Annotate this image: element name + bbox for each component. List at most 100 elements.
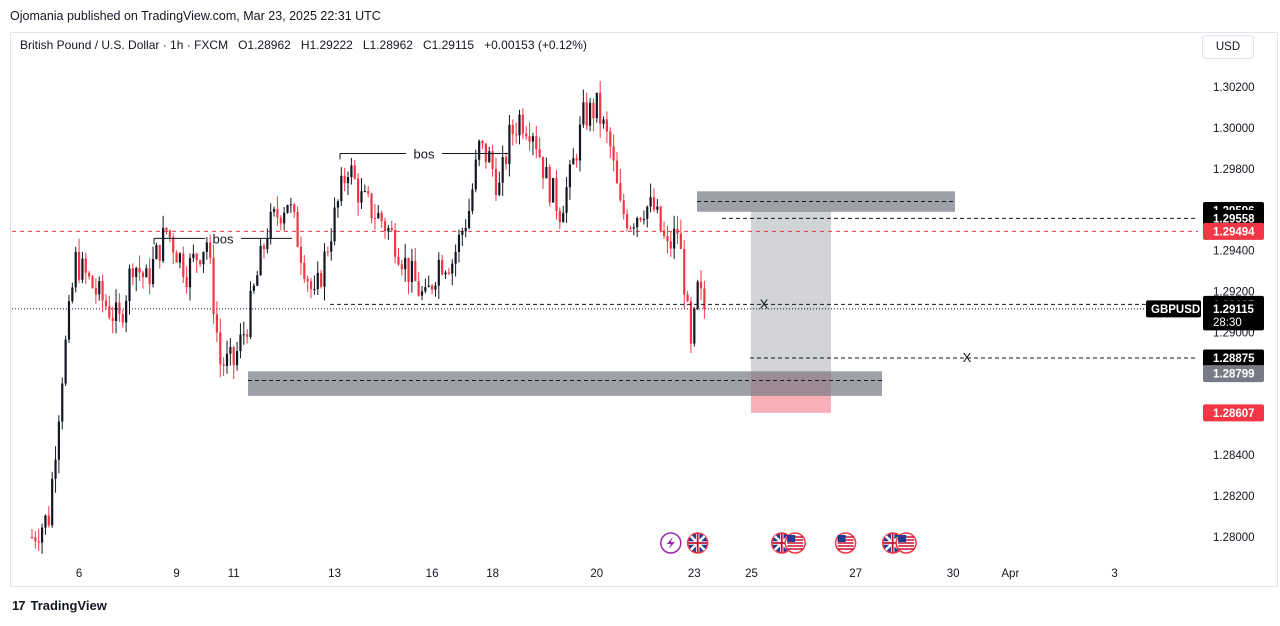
candle[interactable]: [689, 297, 693, 354]
candle[interactable]: [61, 377, 64, 430]
candle[interactable]: [296, 206, 299, 248]
candle[interactable]: [199, 259, 202, 267]
candle[interactable]: [165, 227, 168, 235]
candle[interactable]: [558, 207, 561, 229]
candle[interactable]: [488, 146, 491, 163]
candle[interactable]: [669, 231, 672, 257]
candle[interactable]: [141, 270, 145, 289]
candle[interactable]: [131, 263, 134, 286]
candle[interactable]: [262, 243, 266, 259]
candle[interactable]: [151, 246, 155, 288]
candle[interactable]: [182, 246, 185, 284]
candle[interactable]: [592, 98, 595, 132]
candle[interactable]: [636, 216, 639, 238]
candle[interactable]: [434, 281, 437, 297]
position-target-box[interactable]: [751, 210, 831, 374]
candle[interactable]: [383, 217, 387, 239]
candle[interactable]: [582, 89, 585, 128]
candle[interactable]: [491, 144, 494, 177]
candle[interactable]: [441, 254, 444, 276]
candle[interactable]: [649, 183, 652, 213]
candle[interactable]: [454, 244, 457, 277]
candle[interactable]: [222, 357, 225, 376]
candle[interactable]: [313, 275, 316, 295]
candle[interactable]: [252, 283, 255, 294]
currency-button[interactable]: USD: [1202, 35, 1254, 59]
candle[interactable]: [373, 204, 377, 230]
candle[interactable]: [299, 236, 303, 276]
candle[interactable]: [91, 275, 94, 289]
candle[interactable]: [467, 198, 471, 230]
price-tag[interactable]: 1.28875: [1203, 349, 1264, 367]
candle[interactable]: [346, 171, 350, 196]
flag-gb-icon[interactable]: [686, 532, 709, 554]
candle[interactable]: [703, 280, 706, 319]
candle[interactable]: [380, 210, 383, 229]
candle[interactable]: [229, 338, 232, 366]
candle[interactable]: [125, 295, 128, 333]
candle[interactable]: [239, 323, 242, 359]
candle[interactable]: [94, 278, 97, 304]
flag-us-icon[interactable]: [834, 532, 857, 554]
candle[interactable]: [572, 148, 575, 165]
candle[interactable]: [77, 238, 81, 284]
candle[interactable]: [494, 157, 498, 202]
candle[interactable]: [225, 340, 229, 374]
candle[interactable]: [209, 234, 212, 264]
candle[interactable]: [148, 258, 151, 295]
candle[interactable]: [192, 244, 195, 262]
candle[interactable]: [47, 505, 50, 528]
candle[interactable]: [632, 223, 635, 236]
candle[interactable]: [357, 173, 360, 216]
tradingview-brand[interactable]: 17 TradingView: [12, 598, 107, 613]
candle[interactable]: [625, 208, 629, 232]
candle[interactable]: [118, 293, 121, 323]
candle[interactable]: [400, 259, 403, 276]
candle[interactable]: [471, 183, 474, 215]
candle[interactable]: [393, 223, 397, 264]
candle[interactable]: [51, 471, 54, 528]
candle[interactable]: [427, 275, 430, 288]
candle[interactable]: [511, 119, 514, 146]
candle[interactable]: [88, 270, 91, 280]
candle[interactable]: [330, 228, 333, 261]
candle[interactable]: [114, 289, 118, 334]
candle[interactable]: [528, 122, 531, 151]
candle[interactable]: [37, 528, 40, 552]
candle[interactable]: [387, 224, 390, 240]
candle[interactable]: [370, 192, 373, 224]
candle[interactable]: [673, 215, 676, 259]
candle[interactable]: [266, 228, 269, 254]
candle[interactable]: [562, 205, 565, 223]
candle[interactable]: [323, 243, 326, 301]
candle[interactable]: [390, 220, 393, 232]
candle[interactable]: [350, 157, 353, 185]
candle[interactable]: [683, 239, 686, 309]
candle[interactable]: [619, 168, 622, 202]
candle[interactable]: [309, 277, 313, 299]
candle[interactable]: [188, 253, 192, 301]
candle[interactable]: [276, 196, 279, 226]
candle[interactable]: [293, 202, 296, 218]
candle[interactable]: [98, 276, 101, 301]
candle[interactable]: [666, 225, 669, 254]
candle[interactable]: [269, 203, 272, 245]
candle[interactable]: [575, 153, 578, 168]
candle[interactable]: [363, 184, 366, 193]
candle[interactable]: [259, 238, 262, 276]
candle[interactable]: [74, 246, 77, 293]
candle[interactable]: [541, 156, 545, 189]
candle[interactable]: [612, 134, 615, 172]
candle[interactable]: [306, 275, 309, 292]
candle[interactable]: [175, 250, 178, 263]
candle[interactable]: [568, 159, 572, 200]
candle[interactable]: [316, 261, 319, 296]
candle[interactable]: [40, 523, 44, 554]
candle[interactable]: [461, 227, 464, 246]
lightning-icon[interactable]: [660, 532, 682, 554]
candle[interactable]: [545, 157, 548, 179]
candle[interactable]: [538, 137, 541, 159]
candle[interactable]: [599, 80, 602, 138]
